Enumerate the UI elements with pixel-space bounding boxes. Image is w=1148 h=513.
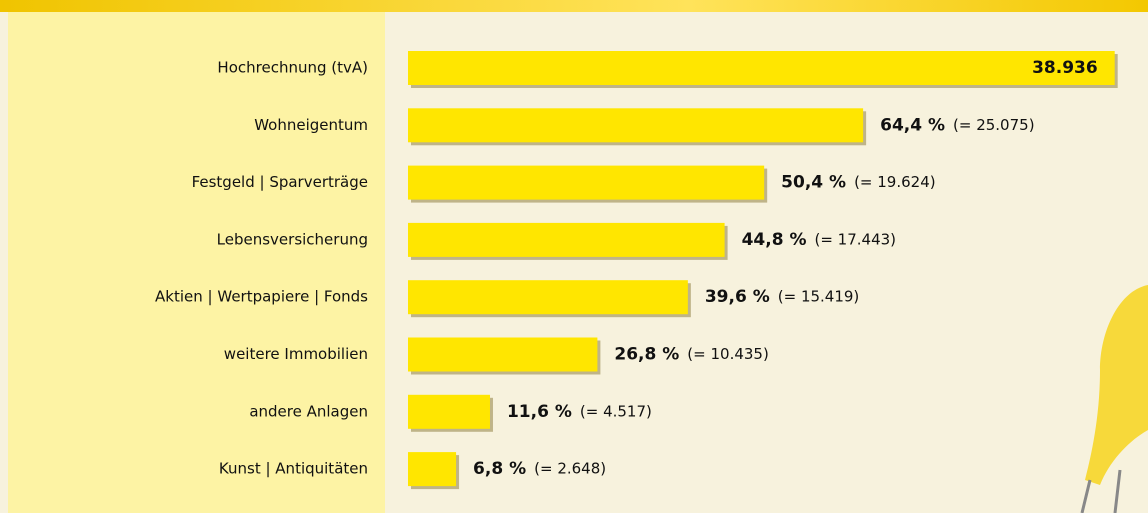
percent-label: 26,8 % bbox=[614, 345, 679, 365]
bar bbox=[408, 223, 725, 257]
label-panel bbox=[8, 12, 385, 513]
top-stripe bbox=[0, 0, 1148, 12]
percent-label: 50,4 % bbox=[781, 173, 846, 193]
bar bbox=[408, 51, 1115, 85]
category-label: andere Anlagen bbox=[249, 402, 368, 420]
category-label: Lebensversicherung bbox=[217, 230, 368, 248]
value-label: (= 4.517) bbox=[580, 402, 652, 420]
value-label: (= 25.075) bbox=[953, 116, 1035, 134]
category-label: weitere Immobilien bbox=[224, 345, 368, 363]
chart: Hochrechnung (tvA) 38.936 Wohneigentum 64,4… bbox=[0, 0, 1148, 513]
value-label: (= 17.443) bbox=[814, 230, 896, 248]
value-label: (= 2.648) bbox=[534, 460, 606, 478]
percent-label: 39,6 % bbox=[705, 287, 770, 307]
bar bbox=[408, 452, 456, 486]
bar bbox=[408, 395, 490, 429]
bar bbox=[408, 108, 863, 142]
bar bbox=[408, 166, 764, 200]
percent-label: 6,8 % bbox=[473, 459, 526, 479]
value-label: (= 10.435) bbox=[687, 345, 769, 363]
category-label: Kunst | Antiquitäten bbox=[219, 460, 368, 478]
value-label: 38.936 bbox=[1032, 58, 1098, 78]
percent-label: 64,4 % bbox=[880, 115, 945, 135]
category-label: Aktien | Wertpapiere | Fonds bbox=[155, 288, 368, 306]
category-label: Festgeld | Sparverträge bbox=[192, 173, 368, 191]
category-label: Wohneigentum bbox=[254, 116, 368, 134]
value-label: (= 19.624) bbox=[854, 173, 936, 191]
page: Hochrechnung (tvA) 38.936 Wohneigentum 64,4… bbox=[0, 0, 1148, 513]
bar bbox=[408, 280, 688, 314]
percent-label: 11,6 % bbox=[507, 402, 572, 422]
category-label: Hochrechnung (tvA) bbox=[217, 59, 368, 77]
value-label: (= 15.419) bbox=[778, 288, 860, 306]
percent-label: 44,8 % bbox=[742, 230, 807, 250]
bar bbox=[408, 338, 597, 372]
